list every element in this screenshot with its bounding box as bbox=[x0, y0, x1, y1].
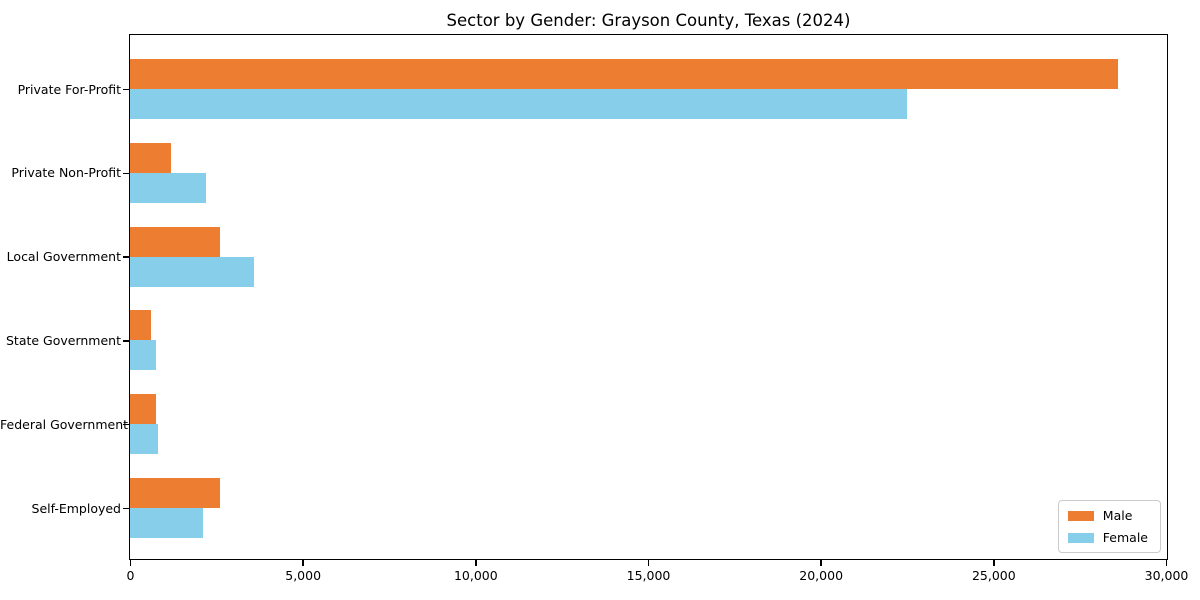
x-axis-label-10-000: 10,000 bbox=[453, 568, 498, 583]
bar-male-local-government bbox=[130, 226, 220, 257]
bar-female-private-for-profit bbox=[130, 89, 907, 119]
y-axis-label-private-non-profit: Private Non-Profit bbox=[11, 165, 121, 181]
x-tick-mark bbox=[993, 560, 995, 566]
x-axis-label-15-000: 15,000 bbox=[626, 568, 671, 583]
bar-female-self-employed bbox=[130, 508, 203, 538]
y-tick-mark bbox=[123, 340, 129, 342]
chart-title: Sector by Gender: Grayson County, Texas … bbox=[446, 11, 851, 30]
x-tick-mark bbox=[302, 560, 304, 566]
x-tick-mark bbox=[820, 560, 822, 566]
x-tick-mark bbox=[129, 560, 132, 566]
y-tick-mark bbox=[123, 172, 129, 175]
bar-female-private-non-profit bbox=[130, 172, 206, 203]
legend-entry-female: Female bbox=[1067, 530, 1148, 545]
bar-female-local-government bbox=[130, 256, 254, 287]
y-axis-label-self-employed: Self-Employed bbox=[31, 500, 121, 516]
bar-female-federal-government bbox=[130, 424, 158, 455]
x-tick-mark bbox=[475, 560, 477, 566]
legend-entry-male: Male bbox=[1067, 508, 1148, 523]
x-axis-label-0: 0 bbox=[126, 568, 135, 583]
x-axis-label-5-000: 5,000 bbox=[285, 568, 322, 583]
legend-label-male: Male bbox=[1102, 508, 1133, 523]
plot-area: Male Female bbox=[129, 34, 1168, 560]
x-axis-label-20-000: 20,000 bbox=[799, 568, 844, 583]
bar-male-private-non-profit bbox=[130, 142, 171, 173]
legend-label-female: Female bbox=[1102, 530, 1148, 545]
y-tick-mark bbox=[123, 507, 129, 510]
x-tick-mark bbox=[647, 560, 650, 566]
legend-swatch-male bbox=[1067, 510, 1094, 521]
y-tick-mark bbox=[123, 88, 129, 91]
y-axis-label-local-government: Local Government bbox=[6, 249, 121, 265]
x-axis-label-25-000: 25,000 bbox=[971, 568, 1016, 583]
y-axis-label-federal-government: Federal Government bbox=[0, 416, 129, 432]
bar-male-private-for-profit bbox=[130, 59, 1118, 89]
y-axis-label-state-government: State Government bbox=[5, 332, 121, 348]
y-tick-mark bbox=[123, 256, 129, 258]
bar-male-self-employed bbox=[130, 478, 220, 508]
bar-male-federal-government bbox=[130, 394, 156, 425]
y-axis-label-private-for-profit: Private For-Profit bbox=[17, 81, 121, 97]
legend-swatch-female bbox=[1067, 532, 1094, 543]
bar-male-state-government bbox=[130, 310, 151, 341]
x-tick-mark bbox=[1165, 560, 1168, 566]
y-tick-mark bbox=[123, 423, 129, 426]
x-axis-label-30-000: 30,000 bbox=[1144, 568, 1189, 583]
legend: Male Female bbox=[1057, 500, 1161, 553]
bar-female-state-government bbox=[130, 340, 156, 371]
